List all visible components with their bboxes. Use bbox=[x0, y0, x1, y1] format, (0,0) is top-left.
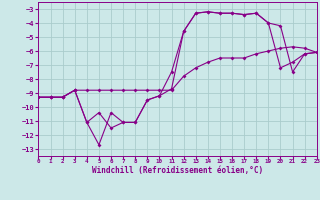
X-axis label: Windchill (Refroidissement éolien,°C): Windchill (Refroidissement éolien,°C) bbox=[92, 166, 263, 175]
